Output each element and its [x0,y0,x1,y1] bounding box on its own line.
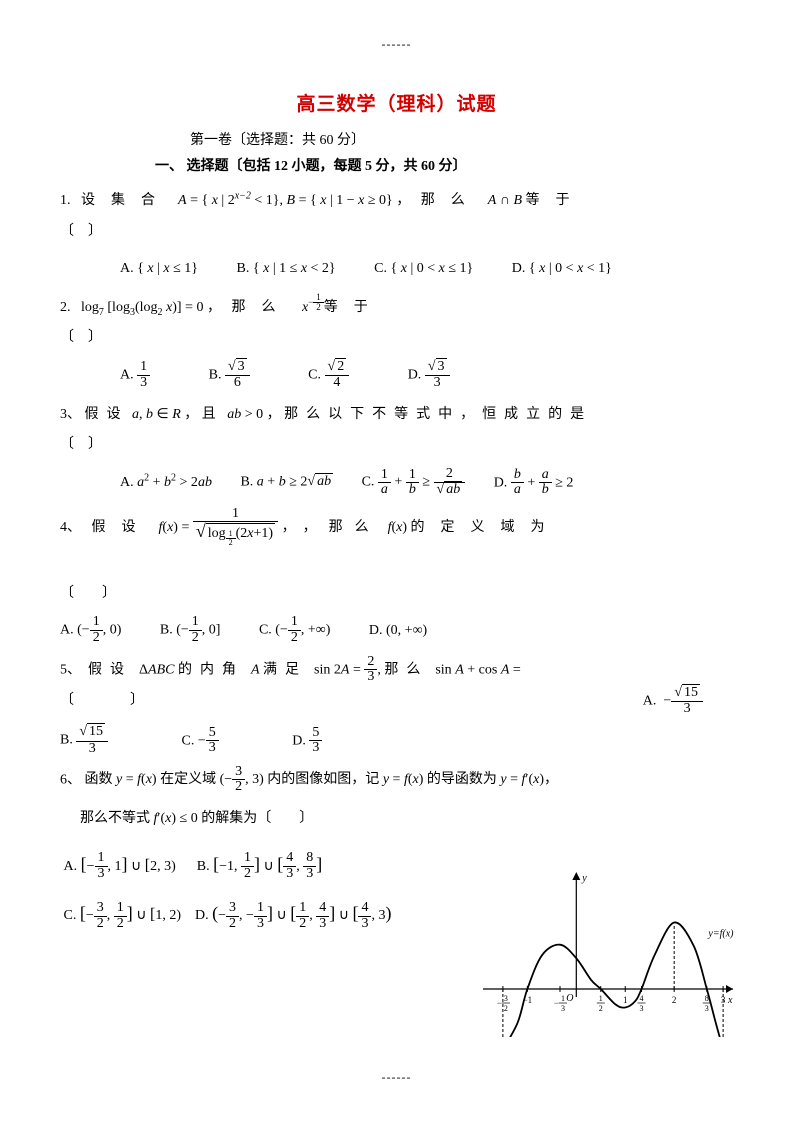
svg-text:2: 2 [504,1004,508,1013]
exam-subtitle: 第一卷〔选择题：共 60 分〕 [190,130,733,152]
q3-number: 3、 [60,407,81,422]
q3-pre: 假设 [85,407,129,422]
svg-text:3: 3 [705,1004,709,1013]
q2-options: A. 13 B. √36 C. √24 D. √33 [120,360,733,391]
q4-options: A. (−12, 0) B. (−12, 0] C. (−12, +∞) D. … [60,615,733,646]
svg-text:y=f(x): y=f(x) [707,929,734,940]
svg-text:−: − [497,998,502,1008]
q5-number: 5、 [60,662,81,677]
svg-text:−: − [554,998,559,1008]
q1-blank: 〔 〕 [60,224,102,239]
q5-pre: 假设 [88,662,132,677]
svg-text:4: 4 [640,994,644,1003]
svg-text:1: 1 [599,994,603,1003]
q6-options-row1: A. [−13, 1] ∪ [2, 3) B. [−1, 12] ∪ [43, … [60,845,460,885]
q1-number: 1. [60,193,71,208]
svg-text:1: 1 [561,994,565,1003]
question-4: 4、 假设 f(x) = 1 √log12(2x+1) ， ，那么 f(x) 的… [60,507,733,647]
q6-function-graph: yxO−32−1−13121432833y=f(x) [478,867,738,1037]
question-1: 1. 设集合 A = { x | 2x−2 < 1}, B = { x | 1 … [60,186,733,284]
q2-tail: 等于 [324,300,384,315]
svg-text:3: 3 [561,1004,565,1013]
q6-line2: 那么不等式 f′(x) ≤ 0 的解集为〔 〕 [80,804,460,835]
q6-line1: 函数 y = f(x) 在定义域 (−32, 3) 内的图像如图，记 y = f… [85,772,559,787]
q4-number: 4、 [60,519,81,534]
svg-text:2: 2 [672,995,677,1005]
q1-mid: 那么 [421,193,481,208]
q6-number: 6、 [60,772,81,787]
q2-mid: 那么 [231,300,291,315]
q3-tail: 那么以下不等式中，恒成立的是 [284,407,592,422]
q1-pre: 设集合 [81,193,171,208]
q2-blank: 〔 〕 [60,330,102,345]
svg-text:x: x [727,995,733,1006]
question-5: 5、 假设 ΔABC 的内角 A 满足 sin 2A = 23, 那么 sin … [60,655,733,757]
q5-options: B. √153 C. −53 D. 53 [60,725,733,756]
section-1-header: 一、 选择题〔包括 12 小题，每题 5 分，共 60 分〕 [155,156,733,178]
q4-pre: 假设 [92,519,152,534]
svg-text:2: 2 [599,1004,603,1013]
q2-expr: log7 [log3(log2 x)] = 0 [81,300,203,315]
q1-options: A. { x | x ≤ 1} B. { x | 1 ≤ x < 2} C. {… [120,254,733,285]
q4-blank: 〔 〕 [60,586,116,601]
exam-title: 高三数学（理科）试题 [60,90,733,120]
q3-options: A. a2 + b2 > 2ab B. a + b ≥ 2√ab C. 1a +… [120,467,733,498]
q2-number: 2. [60,300,71,315]
svg-text:1: 1 [623,995,628,1005]
question-2: 2. log7 [log3(log2 x)] = 0 ， 那么 x−12等于 〔… [60,293,733,392]
q1-set-expr: A [178,193,187,208]
question-3: 3、 假设 a, b ∈ R ， 且 ab > 0 ， 那么以下不等式中，恒成立… [60,400,733,499]
svg-text:y: y [581,873,587,884]
svg-text:O: O [566,993,573,1004]
page-bottom-dashes: ------ [0,1068,793,1087]
svg-text:3: 3 [504,994,508,1003]
q3-blank: 〔 〕 [60,437,102,452]
page-top-dashes: ------ [0,35,793,54]
svg-text:3: 3 [640,1004,644,1013]
q5-blank: 〔 〕 [60,693,144,708]
